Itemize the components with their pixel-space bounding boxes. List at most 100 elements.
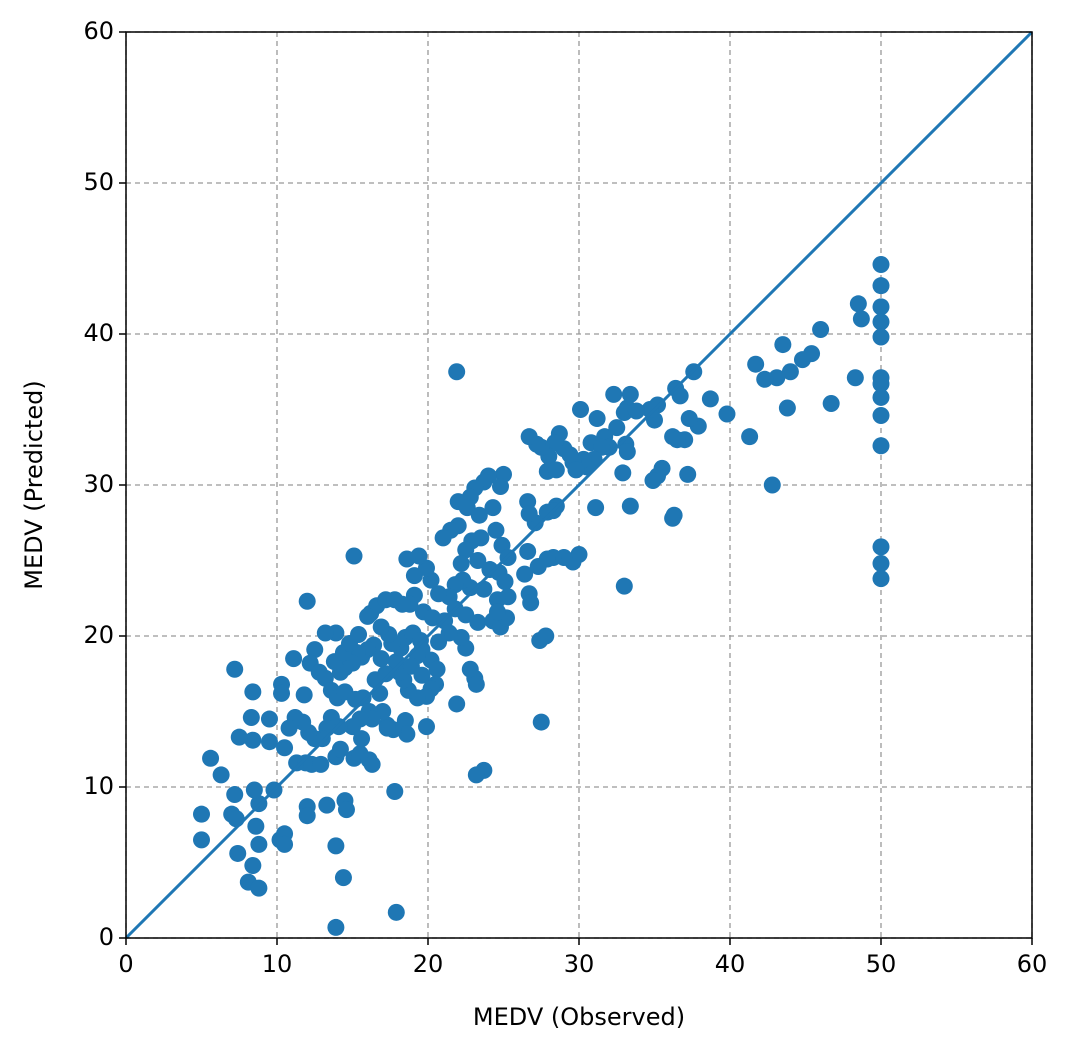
point — [344, 718, 361, 736]
point — [469, 552, 487, 569]
reference-line — [124, 30, 1034, 940]
point — [276, 739, 294, 757]
point — [679, 465, 697, 483]
point — [245, 781, 263, 799]
point — [567, 461, 585, 479]
point — [393, 595, 411, 613]
x-tick-label: 20 — [413, 950, 444, 978]
point — [538, 503, 556, 521]
point — [226, 660, 244, 678]
point — [457, 541, 475, 559]
point — [608, 419, 626, 437]
x-tick-label: 10 — [262, 950, 293, 978]
point — [226, 786, 244, 804]
point — [280, 719, 298, 737]
point — [396, 712, 414, 730]
point — [452, 555, 470, 573]
point — [822, 394, 840, 412]
point — [386, 783, 404, 801]
point — [345, 547, 363, 565]
point — [614, 464, 632, 482]
point — [756, 370, 774, 388]
point — [516, 565, 534, 583]
point — [537, 627, 555, 645]
point — [467, 675, 485, 693]
point — [202, 749, 220, 767]
point — [285, 650, 303, 668]
point — [587, 499, 605, 517]
y-tick-label: 60 — [83, 17, 114, 45]
point — [244, 683, 262, 701]
point — [520, 505, 538, 523]
point — [377, 665, 395, 683]
point — [588, 410, 606, 428]
point — [247, 817, 265, 835]
point — [470, 506, 488, 524]
point — [872, 555, 890, 573]
point — [718, 405, 736, 423]
point — [260, 733, 278, 751]
point — [353, 730, 371, 748]
point — [519, 542, 537, 560]
point — [227, 810, 245, 828]
point — [250, 879, 268, 897]
point — [872, 328, 890, 346]
point — [763, 476, 781, 494]
y-axis-label: MEDV (Predicted) — [20, 380, 48, 589]
y-tick-label: 50 — [83, 168, 114, 196]
point — [273, 684, 291, 702]
point — [872, 388, 890, 406]
point — [741, 428, 759, 446]
y-tick-label: 0 — [99, 923, 114, 951]
point — [872, 407, 890, 425]
point — [298, 592, 316, 610]
point — [872, 538, 890, 556]
point — [605, 385, 623, 403]
point — [793, 351, 811, 369]
point — [872, 256, 890, 274]
point — [546, 434, 564, 452]
point — [363, 710, 381, 728]
point — [244, 857, 262, 875]
point — [260, 710, 278, 728]
point — [327, 837, 345, 855]
point — [872, 313, 890, 331]
point — [350, 625, 368, 643]
point — [467, 766, 485, 784]
point — [318, 796, 336, 814]
point — [316, 624, 334, 642]
point — [812, 320, 830, 338]
point — [417, 718, 435, 736]
x-axis-label: MEDV (Observed) — [473, 1003, 685, 1031]
point — [378, 719, 396, 737]
point — [298, 807, 316, 825]
point — [398, 550, 416, 568]
point — [398, 725, 416, 743]
point — [276, 835, 294, 853]
point — [615, 577, 633, 595]
point — [306, 641, 324, 659]
point — [547, 461, 565, 479]
point — [627, 402, 645, 420]
point — [747, 355, 765, 373]
point — [664, 509, 682, 527]
x-tick-label: 40 — [715, 950, 746, 978]
point — [520, 428, 538, 446]
point — [487, 521, 505, 539]
point — [295, 686, 313, 704]
point — [781, 363, 799, 381]
point — [496, 573, 514, 591]
point — [484, 499, 502, 517]
point — [405, 567, 423, 585]
y-tick-label: 40 — [83, 319, 114, 347]
point — [428, 660, 446, 678]
point — [448, 695, 466, 713]
point — [641, 401, 659, 418]
point — [387, 903, 405, 921]
x-tick-label: 30 — [564, 950, 595, 978]
point — [849, 295, 867, 313]
point — [193, 831, 210, 849]
point — [872, 437, 890, 455]
point — [469, 613, 487, 631]
point — [354, 689, 372, 707]
